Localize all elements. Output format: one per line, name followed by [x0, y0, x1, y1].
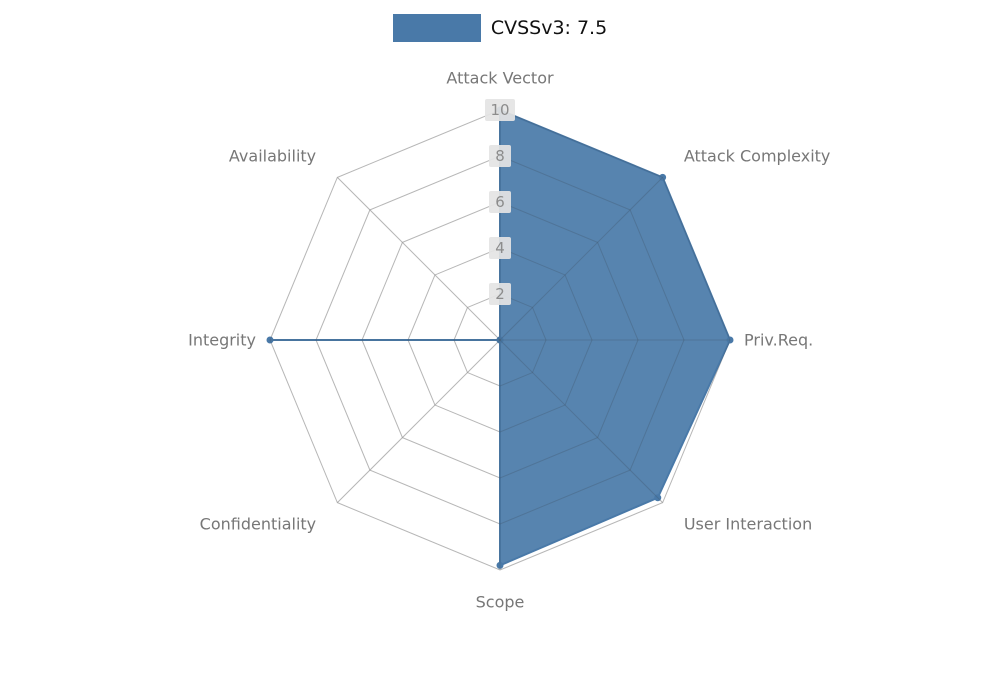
- radar-grid-overlay: [269, 109, 731, 571]
- category-label-scope: Scope: [476, 593, 525, 612]
- category-label-integrity: Integrity: [188, 331, 256, 350]
- tick-label: 8: [495, 147, 505, 165]
- category-label-user-interaction: User Interaction: [684, 514, 812, 533]
- radar-series-marker: [659, 173, 667, 181]
- tick-label: 6: [495, 193, 505, 211]
- category-labels: Attack Vector Attack Complexity Priv.Req. U…: [188, 69, 830, 612]
- tick-label: 4: [495, 239, 505, 257]
- tick-label-box: [489, 283, 511, 305]
- tick-label: 2: [495, 285, 505, 303]
- radar-series-marker: [654, 494, 662, 502]
- radar-series-marker: [496, 561, 504, 569]
- radar-series-marker: [266, 336, 274, 344]
- category-label-availability: Availability: [229, 147, 316, 166]
- radar-series: [266, 106, 734, 569]
- tick-label: 10: [490, 101, 509, 119]
- tick-label-box: [485, 99, 515, 121]
- tick-label-box: [489, 145, 511, 167]
- category-label-priv-req-: Priv.Req.: [744, 331, 813, 350]
- tick-label-box: [489, 237, 511, 259]
- tick-label-box: [489, 191, 511, 213]
- category-label-attack-complexity: Attack Complexity: [684, 147, 831, 166]
- axis-tick-labels: 2 4 6 8 10: [485, 99, 515, 305]
- radar-series-marker: [496, 336, 504, 344]
- radar-series-marker: [726, 336, 734, 344]
- category-label-confidentiality: Confidentiality: [200, 514, 316, 533]
- category-label-attack-vector: Attack Vector: [446, 69, 554, 88]
